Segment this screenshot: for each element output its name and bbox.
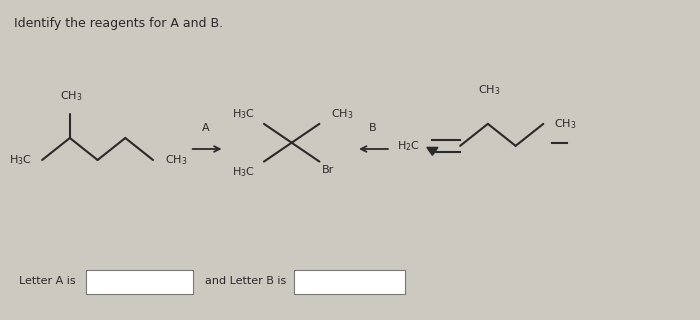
- Text: Br: Br: [321, 165, 334, 175]
- Text: H$_3$C: H$_3$C: [232, 107, 255, 121]
- Text: A: A: [202, 123, 209, 133]
- Text: CH$_3$: CH$_3$: [478, 83, 500, 97]
- Text: H$_2$C: H$_2$C: [397, 139, 420, 153]
- Polygon shape: [427, 148, 438, 155]
- Text: H$_3$C: H$_3$C: [232, 165, 255, 179]
- Text: CH$_3$: CH$_3$: [60, 90, 83, 103]
- FancyBboxPatch shape: [86, 270, 193, 294]
- Text: Identify the reagents for A and B.: Identify the reagents for A and B.: [15, 17, 223, 30]
- Text: B: B: [369, 123, 377, 133]
- Text: CH$_3$: CH$_3$: [331, 107, 354, 121]
- Text: CH$_3$: CH$_3$: [164, 153, 188, 167]
- Text: and Letter B is: and Letter B is: [205, 276, 286, 286]
- Text: CH$_3$: CH$_3$: [554, 117, 576, 131]
- FancyBboxPatch shape: [294, 270, 405, 294]
- Text: Letter A is: Letter A is: [19, 276, 76, 286]
- Text: H$_3$C: H$_3$C: [9, 153, 32, 167]
